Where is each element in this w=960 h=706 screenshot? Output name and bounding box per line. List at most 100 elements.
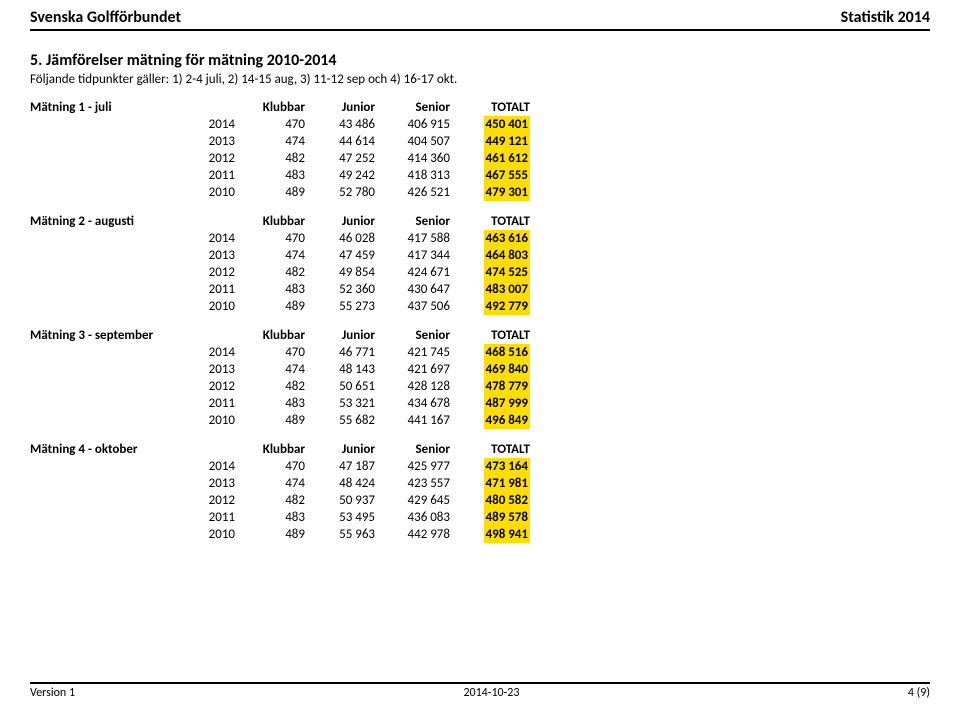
cell-year: 2010 bbox=[185, 412, 235, 429]
cell-junior: 44 614 bbox=[305, 133, 375, 150]
cell-junior: 50 651 bbox=[305, 378, 375, 395]
col-senior: Senior bbox=[375, 99, 450, 116]
page-header: Svenska Golfförbundet Statistik 2014 bbox=[30, 8, 930, 31]
table-1-title: Mätning 1 - juli bbox=[30, 99, 185, 116]
cell-year: 2010 bbox=[185, 184, 235, 201]
cell-totalt: 463 616 bbox=[450, 230, 530, 247]
cell-klubbar: 482 bbox=[235, 264, 305, 281]
col-klubbar: Klubbar bbox=[235, 441, 305, 458]
table-4-title: Mätning 4 - oktober bbox=[30, 441, 185, 458]
cell-senior: 417 588 bbox=[375, 230, 450, 247]
table-row: 2010 489 55 682 441 167 496 849 bbox=[30, 412, 930, 429]
cell-totalt: 473 164 bbox=[450, 458, 530, 475]
cell-klubbar: 489 bbox=[235, 298, 305, 315]
cell-senior: 423 557 bbox=[375, 475, 450, 492]
table-row: 2010 489 55 963 442 978 498 941 bbox=[30, 526, 930, 543]
cell-klubbar: 470 bbox=[235, 230, 305, 247]
cell-klubbar: 474 bbox=[235, 475, 305, 492]
table-row: 2010 489 52 780 426 521 479 301 bbox=[30, 184, 930, 201]
cell-klubbar: 483 bbox=[235, 281, 305, 298]
cell-junior: 47 252 bbox=[305, 150, 375, 167]
cell-totalt: 474 525 bbox=[450, 264, 530, 281]
cell-year: 2012 bbox=[185, 150, 235, 167]
cell-klubbar: 482 bbox=[235, 378, 305, 395]
cell-senior: 436 083 bbox=[375, 509, 450, 526]
cell-totalt: 449 121 bbox=[450, 133, 530, 150]
table-row: 2011 483 53 321 434 678 487 999 bbox=[30, 395, 930, 412]
cell-junior: 55 682 bbox=[305, 412, 375, 429]
col-klubbar: Klubbar bbox=[235, 327, 305, 344]
cell-year: 2014 bbox=[185, 116, 235, 133]
table-row: 2010 489 55 273 437 506 492 779 bbox=[30, 298, 930, 315]
cell-year: 2013 bbox=[185, 133, 235, 150]
cell-klubbar: 470 bbox=[235, 116, 305, 133]
cell-totalt: 461 612 bbox=[450, 150, 530, 167]
table-row: 2012 482 49 854 424 671 474 525 bbox=[30, 264, 930, 281]
cell-klubbar: 474 bbox=[235, 361, 305, 378]
cell-totalt: 498 941 bbox=[450, 526, 530, 543]
cell-senior: 426 521 bbox=[375, 184, 450, 201]
cell-junior: 46 028 bbox=[305, 230, 375, 247]
cell-junior: 53 495 bbox=[305, 509, 375, 526]
cell-year: 2011 bbox=[185, 167, 235, 184]
cell-totalt: 496 849 bbox=[450, 412, 530, 429]
cell-senior: 404 507 bbox=[375, 133, 450, 150]
cell-klubbar: 474 bbox=[235, 133, 305, 150]
cell-totalt: 471 981 bbox=[450, 475, 530, 492]
section-title: 5. Jämförelser mätning för mätning 2010-… bbox=[30, 51, 930, 70]
table-row: 2012 482 47 252 414 360 461 612 bbox=[30, 150, 930, 167]
cell-junior: 48 424 bbox=[305, 475, 375, 492]
cell-year: 2014 bbox=[185, 230, 235, 247]
cell-junior: 46 771 bbox=[305, 344, 375, 361]
cell-year: 2010 bbox=[185, 526, 235, 543]
cell-totalt: 479 301 bbox=[450, 184, 530, 201]
table-row: 2014 470 46 771 421 745 468 516 bbox=[30, 344, 930, 361]
cell-junior: 52 360 bbox=[305, 281, 375, 298]
cell-senior: 428 128 bbox=[375, 378, 450, 395]
section-subtitle: Följande tidpunkter gäller: 1) 2-4 juli,… bbox=[30, 72, 930, 87]
cell-junior: 50 937 bbox=[305, 492, 375, 509]
footer-center: 2014-10-23 bbox=[463, 686, 519, 700]
cell-year: 2012 bbox=[185, 378, 235, 395]
cell-year: 2013 bbox=[185, 475, 235, 492]
cell-senior: 418 313 bbox=[375, 167, 450, 184]
table-row: 2014 470 46 028 417 588 463 616 bbox=[30, 230, 930, 247]
cell-junior: 49 854 bbox=[305, 264, 375, 281]
cell-senior: 425 977 bbox=[375, 458, 450, 475]
cell-year: 2012 bbox=[185, 264, 235, 281]
cell-junior: 53 321 bbox=[305, 395, 375, 412]
header-left: Svenska Golfförbundet bbox=[30, 8, 181, 27]
table-row: 2013 474 48 424 423 557 471 981 bbox=[30, 475, 930, 492]
col-junior: Junior bbox=[305, 213, 375, 230]
cell-year: 2012 bbox=[185, 492, 235, 509]
cell-senior: 434 678 bbox=[375, 395, 450, 412]
cell-junior: 48 143 bbox=[305, 361, 375, 378]
table-1: Mätning 1 - juli Klubbar Junior Senior T… bbox=[30, 99, 930, 201]
cell-junior: 49 242 bbox=[305, 167, 375, 184]
cell-senior: 429 645 bbox=[375, 492, 450, 509]
cell-klubbar: 470 bbox=[235, 458, 305, 475]
table-row: 2011 483 52 360 430 647 483 007 bbox=[30, 281, 930, 298]
cell-klubbar: 489 bbox=[235, 412, 305, 429]
page-footer: Version 1 2014-10-23 4 (9) bbox=[30, 682, 930, 700]
col-junior: Junior bbox=[305, 99, 375, 116]
cell-klubbar: 489 bbox=[235, 526, 305, 543]
cell-senior: 414 360 bbox=[375, 150, 450, 167]
cell-senior: 417 344 bbox=[375, 247, 450, 264]
footer-left: Version 1 bbox=[30, 686, 75, 700]
table-row: 2014 470 47 187 425 977 473 164 bbox=[30, 458, 930, 475]
col-totalt: TOTALT bbox=[450, 213, 530, 230]
table-row: 2013 474 48 143 421 697 469 840 bbox=[30, 361, 930, 378]
col-totalt: TOTALT bbox=[450, 99, 530, 116]
cell-junior: 52 780 bbox=[305, 184, 375, 201]
cell-klubbar: 483 bbox=[235, 509, 305, 526]
cell-klubbar: 482 bbox=[235, 150, 305, 167]
table-row: 2011 483 53 495 436 083 489 578 bbox=[30, 509, 930, 526]
cell-year: 2011 bbox=[185, 509, 235, 526]
table-3-title: Mätning 3 - september bbox=[30, 327, 185, 344]
cell-klubbar: 483 bbox=[235, 167, 305, 184]
cell-year: 2011 bbox=[185, 395, 235, 412]
cell-totalt: 489 578 bbox=[450, 509, 530, 526]
cell-totalt: 492 779 bbox=[450, 298, 530, 315]
table-row: 2013 474 47 459 417 344 464 803 bbox=[30, 247, 930, 264]
